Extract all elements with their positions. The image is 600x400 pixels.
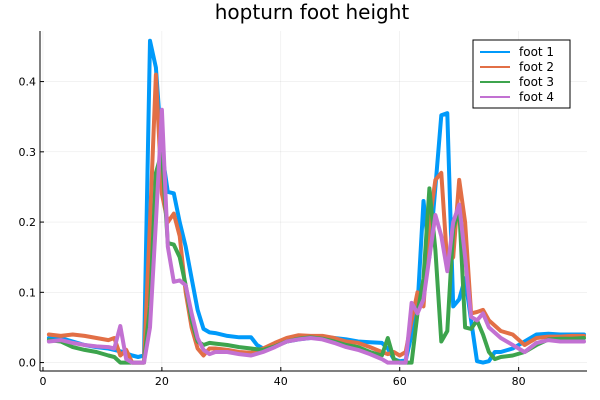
x-tick-label-4: 80 [512, 375, 526, 388]
x-tick-label-1: 20 [155, 375, 169, 388]
x-tick-label-0: 0 [39, 375, 46, 388]
axes: 0 20 40 60 80 0.0 0.1 0.2 0.3 0.4 [19, 31, 587, 388]
series-line-4 [46, 107, 586, 365]
x-tick-label-2: 40 [274, 375, 288, 388]
y-tick-label-2: 0.2 [19, 216, 37, 229]
y-tick-label-3: 0.3 [19, 146, 37, 159]
y-tick-label-1: 0.1 [19, 286, 37, 299]
legend-label-2: foot 2 [519, 60, 554, 74]
series-line-2 [46, 72, 586, 365]
legend-label-4: foot 4 [519, 90, 554, 104]
legend-label-1: foot 1 [519, 45, 554, 59]
chart-title: hopturn foot height [215, 0, 410, 24]
series-lines [46, 38, 586, 365]
y-tick-label-0: 0.0 [19, 357, 37, 370]
y-tick-label-4: 0.4 [19, 76, 37, 89]
x-tick-label-3: 60 [393, 375, 407, 388]
legend-label-3: foot 3 [519, 75, 554, 89]
